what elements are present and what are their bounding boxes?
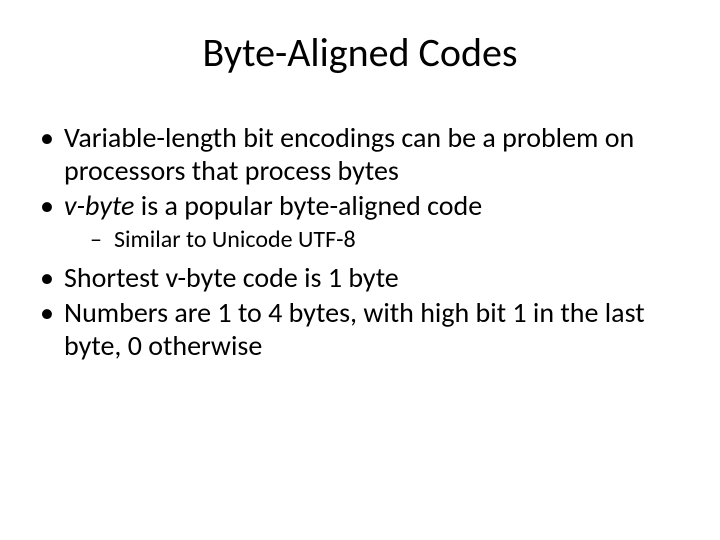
bullet-text: Shortest v-byte code is 1 byte <box>64 260 399 295</box>
bullet-text: is a popular byte-aligned code <box>134 188 482 223</box>
slide-title: Byte-Aligned Codes <box>38 28 682 77</box>
bullet-item: Shortest v-byte code is 1 byte <box>38 261 682 294</box>
bullet-text: Numbers are 1 to 4 bytes, with high bit … <box>64 295 645 363</box>
bullet-text-italic: v-byte <box>64 188 134 223</box>
slide: Byte-Aligned Codes Variable-length bit e… <box>0 0 720 540</box>
bullet-list: Variable-length bit encodings can be a p… <box>38 121 682 362</box>
bullet-item: v-byte is a popular byte-aligned code Si… <box>38 189 682 255</box>
sub-bullet-item: Similar to Unicode UTF-8 <box>64 226 682 255</box>
bullet-item: Numbers are 1 to 4 bytes, with high bit … <box>38 296 682 362</box>
sub-bullet-text: Similar to Unicode UTF-8 <box>114 225 356 254</box>
sub-bullet-list: Similar to Unicode UTF-8 <box>64 226 682 255</box>
bullet-item: Variable-length bit encodings can be a p… <box>38 121 682 187</box>
bullet-text: Variable-length bit encodings can be a p… <box>64 120 634 188</box>
